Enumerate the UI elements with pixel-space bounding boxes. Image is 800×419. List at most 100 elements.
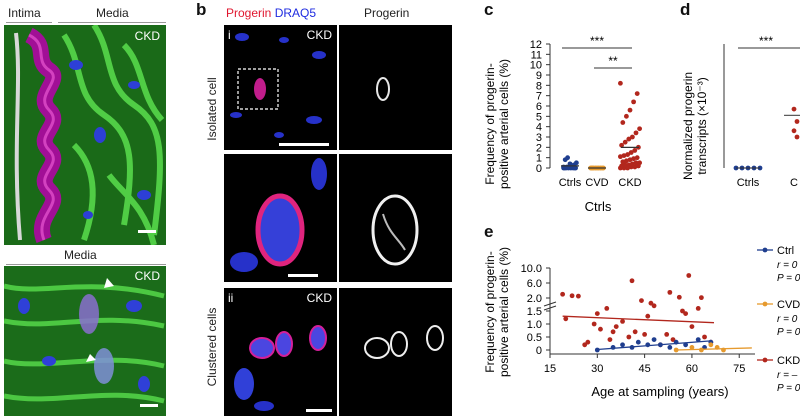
e-ytick-label: 0 <box>536 345 542 357</box>
d-xtick-label: Ctrls <box>737 177 760 189</box>
d-ylabel-2: transcripts (×10⁻³) <box>695 77 709 174</box>
e-point <box>676 294 682 300</box>
c-point <box>626 162 632 168</box>
e-point <box>610 329 616 335</box>
roman-i: i <box>228 28 231 42</box>
d-point <box>794 134 800 140</box>
e-point <box>695 337 701 342</box>
e-point <box>563 316 569 322</box>
c-ytick-label: 0 <box>536 163 542 175</box>
e-legend-p: P = 0 <box>777 327 800 338</box>
c-point <box>618 154 623 160</box>
d-point <box>791 128 797 134</box>
e-point <box>626 334 632 340</box>
e-point <box>635 339 641 345</box>
micrograph-b-zoom-merge <box>224 154 337 282</box>
c-ytick-label: 10 <box>530 60 542 72</box>
e-legend-r: r = 0 <box>777 260 798 271</box>
e-point <box>629 278 635 284</box>
e-xtick-label: 15 <box>544 363 556 375</box>
e-point <box>651 303 657 309</box>
chart-c: Frequency of progerin- positive arterial… <box>483 34 642 214</box>
c-xtick-label: CKD <box>618 177 641 189</box>
tag-ckd-bottom: CKD <box>134 269 160 283</box>
e-point <box>689 345 695 350</box>
c-xtick-label: Ctrls <box>559 177 582 189</box>
c-point <box>634 91 640 96</box>
c-point <box>633 160 639 166</box>
title-progerin: Progerin <box>226 6 272 20</box>
d-ylabel-1: Normalized progerin <box>681 72 695 180</box>
c-point <box>631 99 636 105</box>
c-point <box>637 126 642 132</box>
e-xtick-label: 60 <box>686 363 698 375</box>
c-point <box>624 158 629 164</box>
tag-ckd-top: CKD <box>134 29 160 43</box>
e-legend-marker <box>762 357 768 363</box>
e-xtick-label: 75 <box>733 363 745 375</box>
e-ylabel-1: Frequency of progerin- <box>483 251 497 372</box>
c-ytick-label: 1 <box>536 153 542 165</box>
c-point <box>625 152 630 157</box>
e-point <box>702 334 707 340</box>
e-legend-marker <box>762 247 768 253</box>
chart-e: Frequency of progerin- positive arterial… <box>483 245 800 399</box>
e-point <box>667 289 673 295</box>
c-ytick-label: 12 <box>530 39 542 51</box>
e-point <box>620 319 625 324</box>
c-point <box>621 153 627 159</box>
c-point <box>626 136 632 142</box>
e-fit-line-ckd <box>562 315 715 324</box>
e-point <box>594 311 600 316</box>
d-point <box>794 119 800 124</box>
c-point <box>572 165 578 171</box>
title-draq5: DRAQ5 <box>274 6 317 20</box>
c-ylabel-1: Frequency of progerin- <box>483 63 497 184</box>
c-xlabel: Ctrls <box>585 199 612 214</box>
c-ytick-label: 3 <box>536 132 542 144</box>
c-point <box>631 156 636 162</box>
micrograph-b-i-progerin <box>339 25 452 150</box>
header-media-lower-rule <box>6 264 166 265</box>
c-point <box>630 161 635 167</box>
c-point <box>634 155 640 161</box>
e-point <box>670 337 676 342</box>
tag-ckd-b-i: CKD <box>306 28 332 42</box>
e-point <box>680 308 685 314</box>
micrograph-b-zoom-progerin <box>339 154 452 282</box>
e-axis-break <box>543 305 557 311</box>
e-ytick-label: 1.0 <box>527 319 542 331</box>
e-point <box>585 339 591 345</box>
e-point <box>651 337 657 342</box>
side-label-isolated: Isolated cell <box>205 77 219 141</box>
e-legend-name: CVD <box>777 299 800 311</box>
e-point <box>639 298 644 303</box>
c-point <box>627 157 633 163</box>
e-point <box>698 295 704 301</box>
e-point <box>683 342 689 348</box>
c-point <box>628 150 634 155</box>
c-point <box>619 163 624 169</box>
e-point <box>610 345 616 350</box>
e-point <box>560 291 566 297</box>
header-media-lower: Media <box>64 248 97 262</box>
c-point <box>633 130 639 136</box>
micrograph-b-ii-merge: ii CKD <box>224 288 337 416</box>
c-ytick-label: 6 <box>536 101 542 113</box>
e-legend-name: CKD <box>777 355 800 367</box>
c-ytick-label: 8 <box>536 80 542 92</box>
chart-d: Normalized progerin transcripts (×10⁻³) … <box>681 34 800 189</box>
e-legend-r: r = – <box>777 370 798 381</box>
d-sig: *** <box>759 34 773 48</box>
title-progerin-right: Progerin <box>364 6 410 20</box>
e-axis-break <box>543 301 557 307</box>
c-point <box>620 159 626 165</box>
e-xtick-label: 45 <box>638 363 650 375</box>
c-point <box>630 134 635 140</box>
c-sig-1: *** <box>590 34 604 48</box>
e-ytick-label: 0.5 <box>527 332 542 344</box>
tag-ckd-b-ii: CKD <box>306 291 332 305</box>
micrograph-artery-wall: CKD <box>4 25 166 245</box>
c-ytick-label: 11 <box>531 49 542 61</box>
micrograph-b-ii-progerin <box>339 288 452 416</box>
